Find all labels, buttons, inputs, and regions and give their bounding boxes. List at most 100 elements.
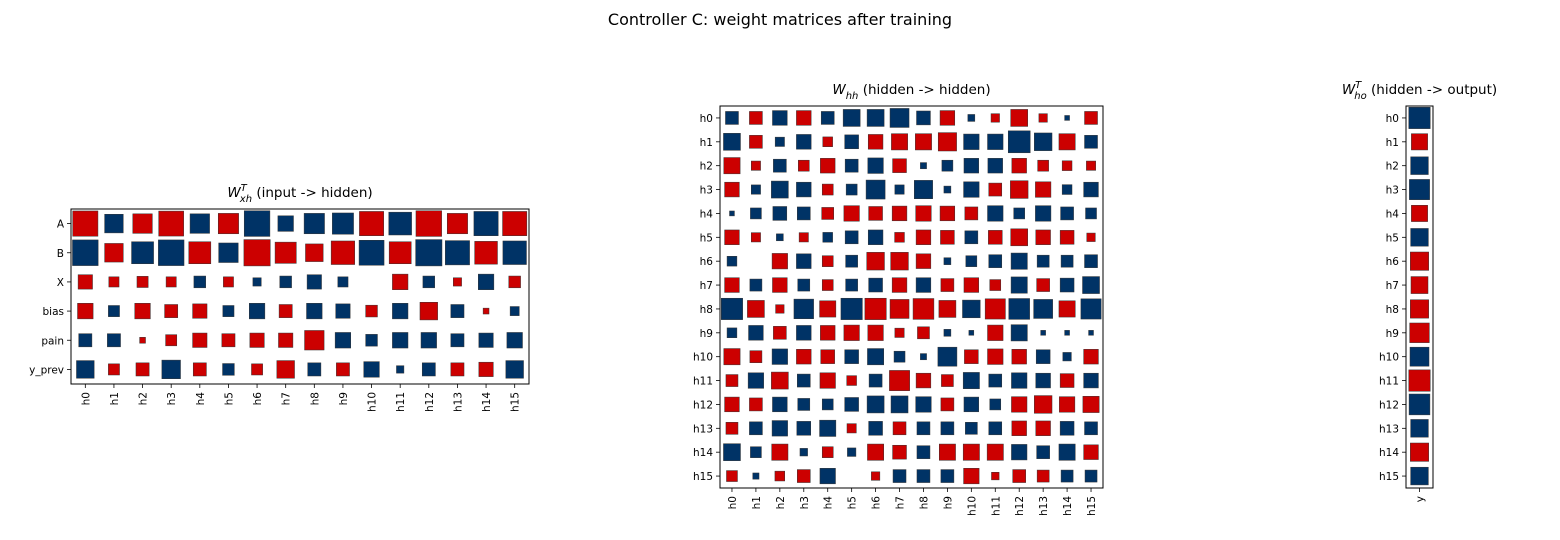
col-tick-label: h9 bbox=[942, 496, 954, 509]
hinton-cell bbox=[939, 443, 956, 461]
hinton-cell bbox=[844, 230, 859, 245]
hinton-cell bbox=[937, 346, 958, 367]
hinton-cell bbox=[820, 349, 835, 364]
hinton-cell bbox=[989, 398, 1002, 411]
hinton-cell bbox=[135, 362, 150, 377]
hinton-cell bbox=[751, 184, 761, 195]
row-tick-label: h7 bbox=[700, 280, 713, 292]
hinton-cell bbox=[987, 348, 1004, 365]
hinton-cell bbox=[938, 300, 957, 318]
hinton-cell bbox=[243, 239, 271, 267]
hinton-cell bbox=[866, 252, 885, 271]
hinton-cell bbox=[989, 279, 1002, 291]
hinton-cell bbox=[1040, 330, 1046, 336]
hinton-cell bbox=[1410, 442, 1429, 462]
hinton-cell bbox=[189, 213, 210, 234]
hinton-cell bbox=[988, 230, 1003, 245]
hinton-cell bbox=[446, 213, 468, 235]
col-tick-label: h14 bbox=[1062, 496, 1074, 516]
hinton-cell bbox=[1059, 396, 1076, 413]
hinton-cell bbox=[1010, 109, 1028, 127]
hinton-cell bbox=[846, 375, 857, 386]
hinton-cell bbox=[941, 374, 954, 387]
hinton-cell bbox=[963, 396, 979, 413]
hinton-cell bbox=[165, 334, 178, 347]
row-tick-label: h14 bbox=[1379, 447, 1399, 459]
hinton-cell bbox=[822, 232, 833, 243]
hinton-cell bbox=[108, 363, 120, 376]
hinton-cell bbox=[1410, 299, 1429, 319]
hinton-cell bbox=[868, 421, 883, 436]
col-tick-label: h2 bbox=[775, 496, 787, 509]
hinton-cell bbox=[1085, 207, 1097, 220]
hinton-cell bbox=[1084, 421, 1098, 436]
row-tick-label: A bbox=[57, 219, 65, 231]
hinton-cell bbox=[724, 277, 740, 293]
hinton-cell bbox=[723, 348, 741, 366]
hinton-cell bbox=[915, 205, 932, 222]
hinton-cell bbox=[474, 241, 498, 265]
hinton-cell bbox=[478, 332, 494, 348]
hinton-cell bbox=[478, 273, 495, 290]
hinton-cell bbox=[840, 297, 863, 320]
row-tick-label: h13 bbox=[1379, 423, 1399, 435]
hinton-cell bbox=[772, 396, 788, 413]
panel-title-sub: ho bbox=[1354, 91, 1366, 102]
hinton-cell bbox=[793, 298, 814, 320]
hinton-cell bbox=[893, 350, 906, 363]
hinton-cell bbox=[796, 325, 812, 341]
hinton-cell bbox=[819, 468, 836, 485]
row-tick-label: bias bbox=[43, 306, 65, 318]
row-tick-label: h11 bbox=[1379, 376, 1399, 388]
hinton-cell bbox=[891, 205, 908, 222]
hinton-cell bbox=[845, 183, 858, 196]
hinton-cell bbox=[751, 232, 761, 243]
hinton-cell bbox=[1035, 205, 1052, 222]
hinton-cell bbox=[796, 181, 812, 198]
panel-title-sup: T bbox=[241, 183, 248, 194]
hinton-cell bbox=[797, 398, 811, 411]
axes-frame bbox=[70, 208, 530, 385]
hinton-cell bbox=[222, 363, 235, 376]
hinton-cell bbox=[303, 213, 325, 235]
hinton-cell bbox=[136, 276, 149, 288]
hinton-cell bbox=[726, 327, 738, 338]
hinton-cell bbox=[724, 396, 740, 413]
hinton-cell bbox=[892, 469, 907, 483]
row-tick-label: B bbox=[57, 248, 64, 260]
hinton-cell bbox=[726, 470, 738, 482]
hinton-cell bbox=[365, 334, 378, 347]
hinton-cell bbox=[915, 372, 932, 389]
row-tick-label: pain bbox=[41, 335, 64, 347]
hinton-cell bbox=[941, 159, 954, 172]
hinton-cell bbox=[962, 299, 981, 319]
hinton-cell bbox=[158, 239, 185, 266]
col-tick-label: h10 bbox=[367, 392, 379, 412]
hinton-cell bbox=[305, 243, 324, 262]
panel-title-sub: xh bbox=[239, 194, 252, 205]
hinton-cell bbox=[940, 421, 955, 436]
hinton-cell bbox=[964, 230, 979, 245]
hinton-cell bbox=[450, 304, 465, 318]
hinton-cell bbox=[820, 111, 835, 125]
hinton-cell bbox=[1010, 324, 1028, 342]
hinton-cell bbox=[867, 443, 884, 461]
hinton-cell bbox=[1082, 276, 1100, 294]
hinton-cell bbox=[867, 157, 884, 174]
col-tick-label: h0 bbox=[727, 496, 739, 509]
hinton-cell bbox=[358, 240, 385, 266]
hinton-cell bbox=[415, 239, 443, 267]
hinton-cell bbox=[967, 114, 976, 122]
col-tick-label: h6 bbox=[871, 496, 883, 510]
row-tick-label: h7 bbox=[1386, 280, 1399, 292]
hinton-cell bbox=[729, 210, 735, 217]
col-tick-label: h11 bbox=[990, 496, 1002, 516]
hinton-cell bbox=[78, 333, 93, 348]
col-tick-label: h14 bbox=[481, 392, 493, 412]
hinton-cell bbox=[392, 273, 409, 290]
hinton-cell bbox=[771, 443, 789, 461]
hinton-cell bbox=[508, 275, 521, 289]
col-tick-label: h3 bbox=[799, 496, 811, 509]
col-tick-label: h1 bbox=[109, 392, 121, 405]
col-tick-label: h7 bbox=[895, 496, 907, 509]
